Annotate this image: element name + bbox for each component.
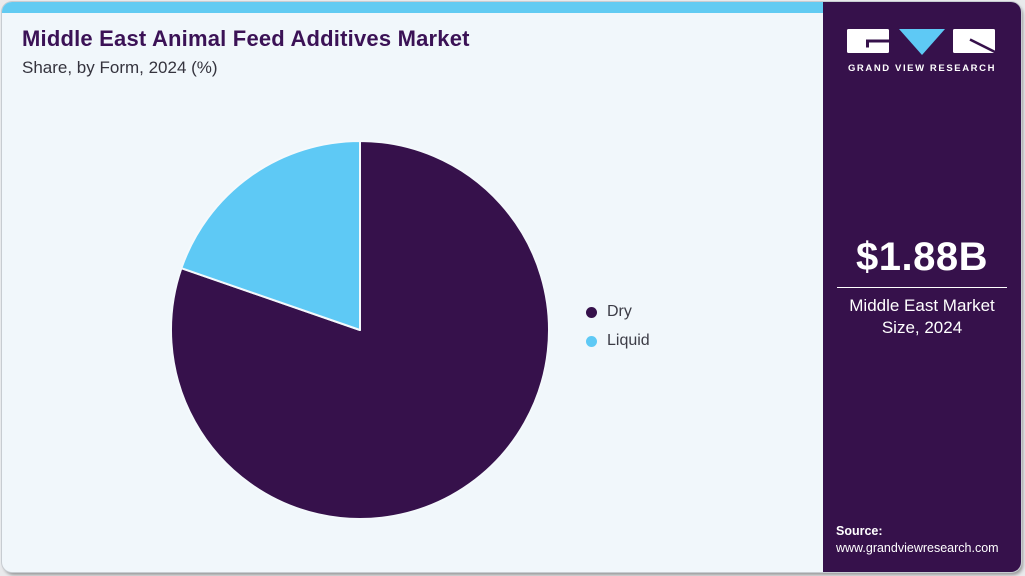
source-url: www.grandviewresearch.com (836, 541, 999, 555)
gvr-logo: GRAND VIEW RESEARCH (823, 28, 1021, 74)
pie-slice-liquid (180, 140, 361, 331)
legend-item-dry: Dry (586, 303, 650, 321)
legend-dot-dry-icon (586, 306, 597, 318)
accent-bar (2, 2, 825, 13)
page-title: Middle East Animal Feed Additives Market (22, 26, 470, 51)
divider (837, 287, 1007, 288)
sidebar: GRAND VIEW RESEARCH $1.88B Middle East M… (823, 2, 1021, 572)
market-size-block: $1.88B Middle East Market Size, 2024 (823, 236, 1021, 339)
pie-chart (168, 138, 552, 522)
pie-chart-svg (170, 140, 550, 520)
gvr-logo-text: GRAND VIEW RESEARCH (847, 63, 997, 74)
legend-label-liquid: Liquid (607, 332, 650, 349)
legend-dot-liquid-icon (586, 335, 597, 347)
legend-label-dry: Dry (607, 303, 632, 320)
market-size-label: Middle East Market Size, 2024 (849, 296, 995, 337)
page-subtitle: Share, by Form, 2024 (%) (22, 58, 218, 77)
header: Middle East Animal Feed Additives Market… (22, 26, 792, 78)
source-label: Source: (836, 524, 883, 538)
legend: Dry Liquid (586, 303, 650, 361)
gvr-logo-icon (847, 29, 997, 55)
legend-item-liquid: Liquid (586, 332, 650, 350)
market-size-value: $1.88B (856, 235, 988, 279)
source-block: Source: www.grandviewresearch.com (836, 523, 999, 557)
